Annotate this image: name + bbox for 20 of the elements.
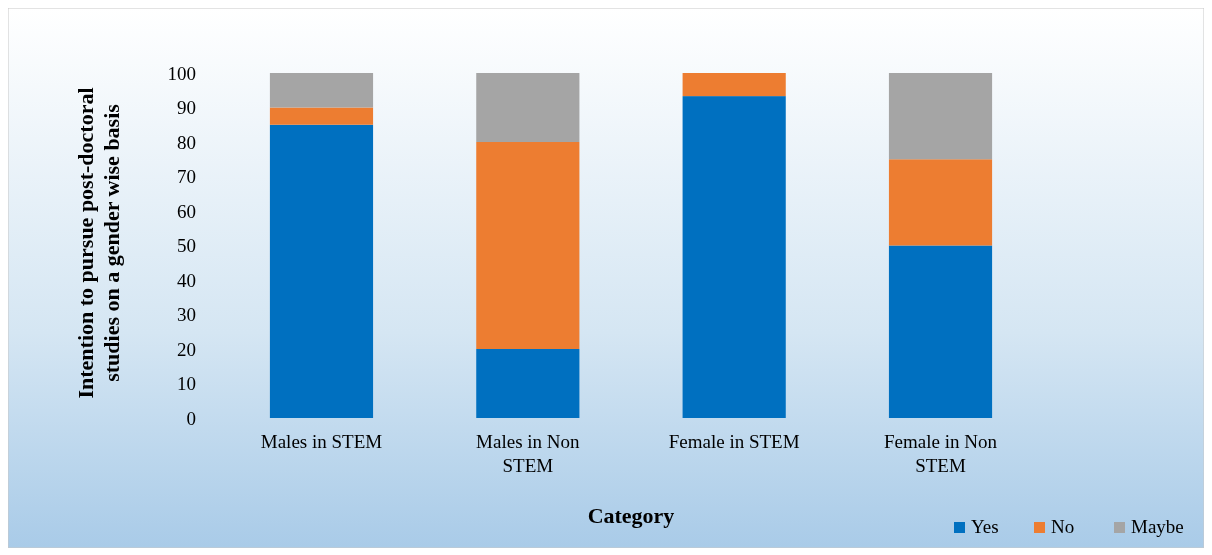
y-tick-label: 60 bbox=[177, 200, 196, 222]
y-tick-label: 80 bbox=[177, 131, 196, 153]
y-tick-label: 20 bbox=[177, 338, 196, 360]
legend-label: No bbox=[1051, 516, 1075, 537]
y-axis-title: Intention to pursue post-doctoral studies on a gender wise basis bbox=[73, 87, 124, 399]
x-axis-title: Category bbox=[587, 503, 675, 528]
x-tick-label: Female in Non STEM bbox=[884, 431, 998, 476]
y-tick-label: 10 bbox=[177, 373, 196, 395]
x-tick-label: Males in STEM bbox=[260, 431, 383, 452]
y-tick-label: 50 bbox=[177, 235, 196, 257]
y-tick-label: 70 bbox=[177, 166, 196, 188]
y-tick-label: 0 bbox=[186, 407, 196, 429]
x-tick-label: Female in STEM bbox=[668, 431, 800, 452]
y-tick-label: 100 bbox=[167, 62, 196, 84]
y-tick-label: 40 bbox=[177, 269, 196, 291]
y-tick-label: 30 bbox=[177, 304, 196, 326]
legend-label: Maybe bbox=[1131, 516, 1184, 537]
y-tick-label: 90 bbox=[177, 97, 196, 119]
x-tick-label: Males in Non STEM bbox=[476, 431, 581, 476]
legend-label: Yes bbox=[971, 516, 999, 537]
